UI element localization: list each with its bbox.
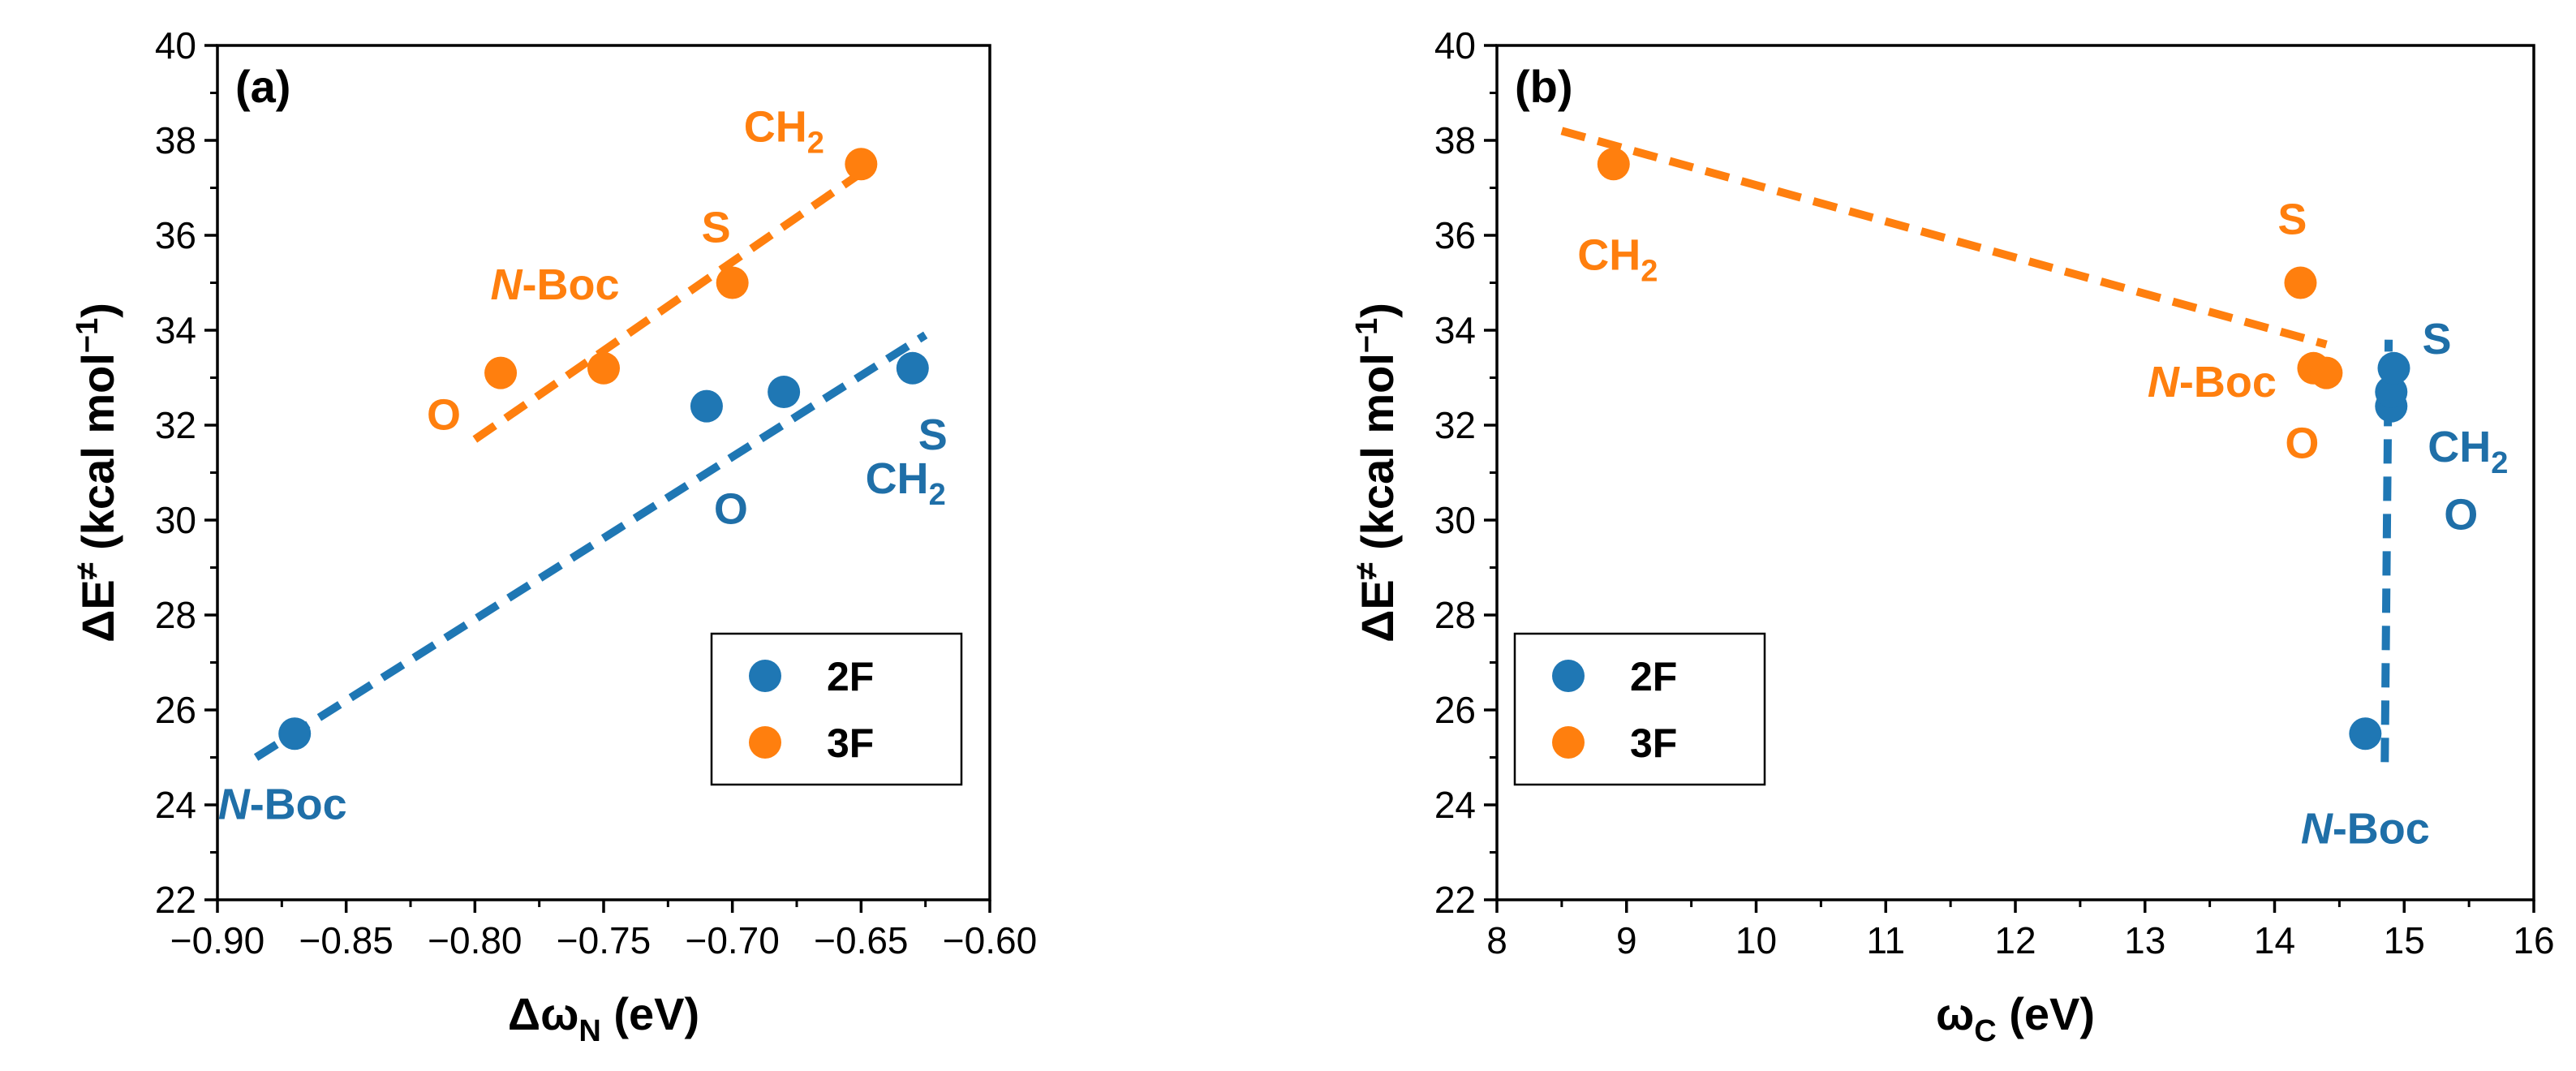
y-tick-label: 34 [1434,309,1476,351]
y-tick-label: 24 [155,784,196,826]
y-tick-label: 40 [1434,24,1476,67]
y-tick-label: 38 [155,119,196,161]
legend-box [1513,632,1766,786]
point-label: N-Boc [2148,358,2277,406]
fit-line-2f [253,331,928,761]
y-tick-label: 30 [1434,499,1476,541]
fit-line-3f [472,161,877,443]
x-tick-label: 11 [1866,919,1905,961]
point-label: CH2 [1577,230,1658,288]
legend-marker [749,660,781,692]
data-point-2f [278,717,312,751]
x-tick-label: 8 [1486,919,1507,961]
point-label: O [2444,491,2478,540]
y-tick-label: 28 [155,594,196,636]
y-tick-label: 32 [155,404,196,446]
point-label: O [427,391,461,440]
point-label: S [2277,196,2307,244]
fit-line-3f [1560,127,2328,349]
data-point-2f [690,389,723,423]
y-tick-label: 32 [1434,404,1476,446]
data-point-3f [484,356,518,389]
x-tick-label: 13 [2124,919,2165,961]
y-tick-label: 36 [155,214,196,256]
data-point-3f [2284,266,2317,299]
y-tick-label: 30 [155,499,196,541]
panel-label: (a) [235,61,290,112]
data-point-2f [2375,376,2408,409]
legend-label: 3F [1630,720,1677,766]
point-label: N-Boc [2301,804,2430,853]
y-tick-label: 22 [155,879,196,921]
x-tick-label: −0.80 [428,919,522,961]
legend-marker [1552,660,1585,692]
point-label: S [2422,315,2451,363]
y-tick-label: 34 [155,309,196,351]
x-tick-label: 12 [1994,919,2036,961]
panel-label: (b) [1515,61,1573,112]
data-point-2f [2349,717,2382,751]
x-axis-label: ωC (eV) [1936,988,2095,1048]
y-tick-label: 26 [155,689,196,731]
y-axis-label: ΔE≠ (kcal mol−1) [1350,303,1403,643]
point-label: N-Boc [218,780,347,828]
data-point-3f [716,266,749,299]
data-point-2f [2377,351,2410,385]
legend-label: 3F [827,720,874,766]
y-tick-label: 38 [1434,119,1476,161]
data-point-3f [1597,148,1630,181]
point-label: O [714,485,748,534]
legend-box [710,632,963,786]
point-label: CH2 [2428,423,2508,480]
y-tick-label: 24 [1434,784,1476,826]
x-tick-label: 15 [2384,919,2425,961]
point-label: CH2 [866,454,946,512]
y-axis-label: ΔE≠ (kcal mol−1) [71,303,123,643]
x-tick-label: 10 [1735,919,1777,961]
x-tick-label: −0.75 [557,919,651,961]
x-tick-label: 16 [2513,919,2554,961]
legend-label: 2F [827,654,874,699]
x-tick-label: 9 [1616,919,1637,961]
y-tick-label: 22 [1434,879,1476,921]
legend-label: 2F [1630,654,1677,699]
data-point-2f [896,351,929,385]
x-tick-label: −0.65 [814,919,908,961]
y-tick-label: 36 [1434,214,1476,256]
point-label: S [702,204,731,252]
x-tick-label: 14 [2254,919,2295,961]
point-label: CH2 [744,102,824,160]
point-label: S [918,411,948,459]
x-tick-label: −0.85 [299,919,393,961]
point-label: N-Boc [491,260,620,309]
x-axis-label: ΔωN (eV) [508,988,699,1048]
point-label: O [2285,419,2319,468]
x-tick-label: −0.70 [685,919,779,961]
y-tick-label: 40 [155,24,196,67]
x-tick-label: −0.60 [943,919,1037,961]
y-tick-label: 26 [1434,689,1476,731]
y-tick-label: 28 [1434,594,1476,636]
data-point-3f [845,148,878,181]
data-point-3f [2310,356,2343,389]
data-point-2f [768,376,801,409]
legend-marker [749,726,781,759]
data-point-3f [587,351,620,385]
x-tick-label: −0.90 [170,919,264,961]
legend-marker [1552,726,1585,759]
